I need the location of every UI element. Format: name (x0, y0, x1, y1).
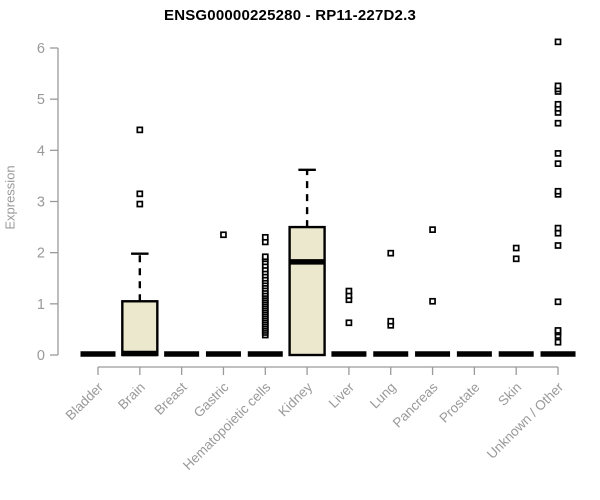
outlier-point (554, 224, 562, 232)
y-tick-label: 6 (37, 41, 45, 57)
x-tick-label: Liver (326, 379, 358, 411)
box (288, 225, 326, 357)
x-tick-label: Lung (367, 380, 399, 412)
y-tick-label: 2 (37, 246, 45, 262)
outlier-point (429, 226, 436, 233)
outlier-point (220, 231, 227, 239)
x-tick-label: Pancreas (390, 379, 441, 430)
outlier-point (554, 298, 562, 306)
y-tick-label: 3 (37, 195, 45, 211)
outlier-point (512, 255, 520, 263)
x-tick-label: Unknown / Other (484, 379, 567, 462)
outlier-point (136, 190, 144, 198)
outlier-point (554, 327, 562, 334)
outlier-point (554, 338, 562, 346)
outlier-point (554, 187, 562, 195)
outlier-point (345, 319, 353, 327)
outlier-point (136, 200, 144, 208)
x-tick-label: Bladder (63, 379, 107, 423)
x-tick-label: Prostate (436, 380, 482, 426)
y-tick-label: 4 (37, 143, 45, 159)
outlier-point (261, 253, 269, 261)
outlier-point (554, 100, 562, 108)
outlier-point (345, 287, 353, 295)
outlier-point (429, 297, 436, 305)
outlier-point (261, 233, 269, 241)
box (121, 300, 159, 357)
outlier-point (387, 317, 395, 325)
outlier-point (554, 229, 562, 237)
outlier-point (554, 242, 562, 249)
x-tick-label: Brain (115, 380, 148, 413)
outlier-point (136, 126, 144, 134)
x-tick-label: Kidney (275, 379, 315, 419)
y-tick-label: 1 (37, 297, 45, 313)
y-tick-label: 0 (37, 348, 45, 364)
outlier-point (387, 249, 395, 257)
outlier-point (554, 82, 562, 90)
outlier-point (554, 38, 562, 46)
outlier-point (512, 244, 520, 252)
chart-title: ENSG00000225280 - RP11-227D2.3 (163, 7, 416, 24)
y-tick-label: 5 (37, 92, 45, 108)
outlier-point (554, 160, 562, 167)
outlier-point (554, 150, 562, 157)
x-tick-label: Gastric (191, 379, 232, 420)
x-tick-label: Breast (152, 379, 190, 417)
x-tick-label: Skin (495, 380, 524, 409)
outlier-point (554, 119, 562, 127)
